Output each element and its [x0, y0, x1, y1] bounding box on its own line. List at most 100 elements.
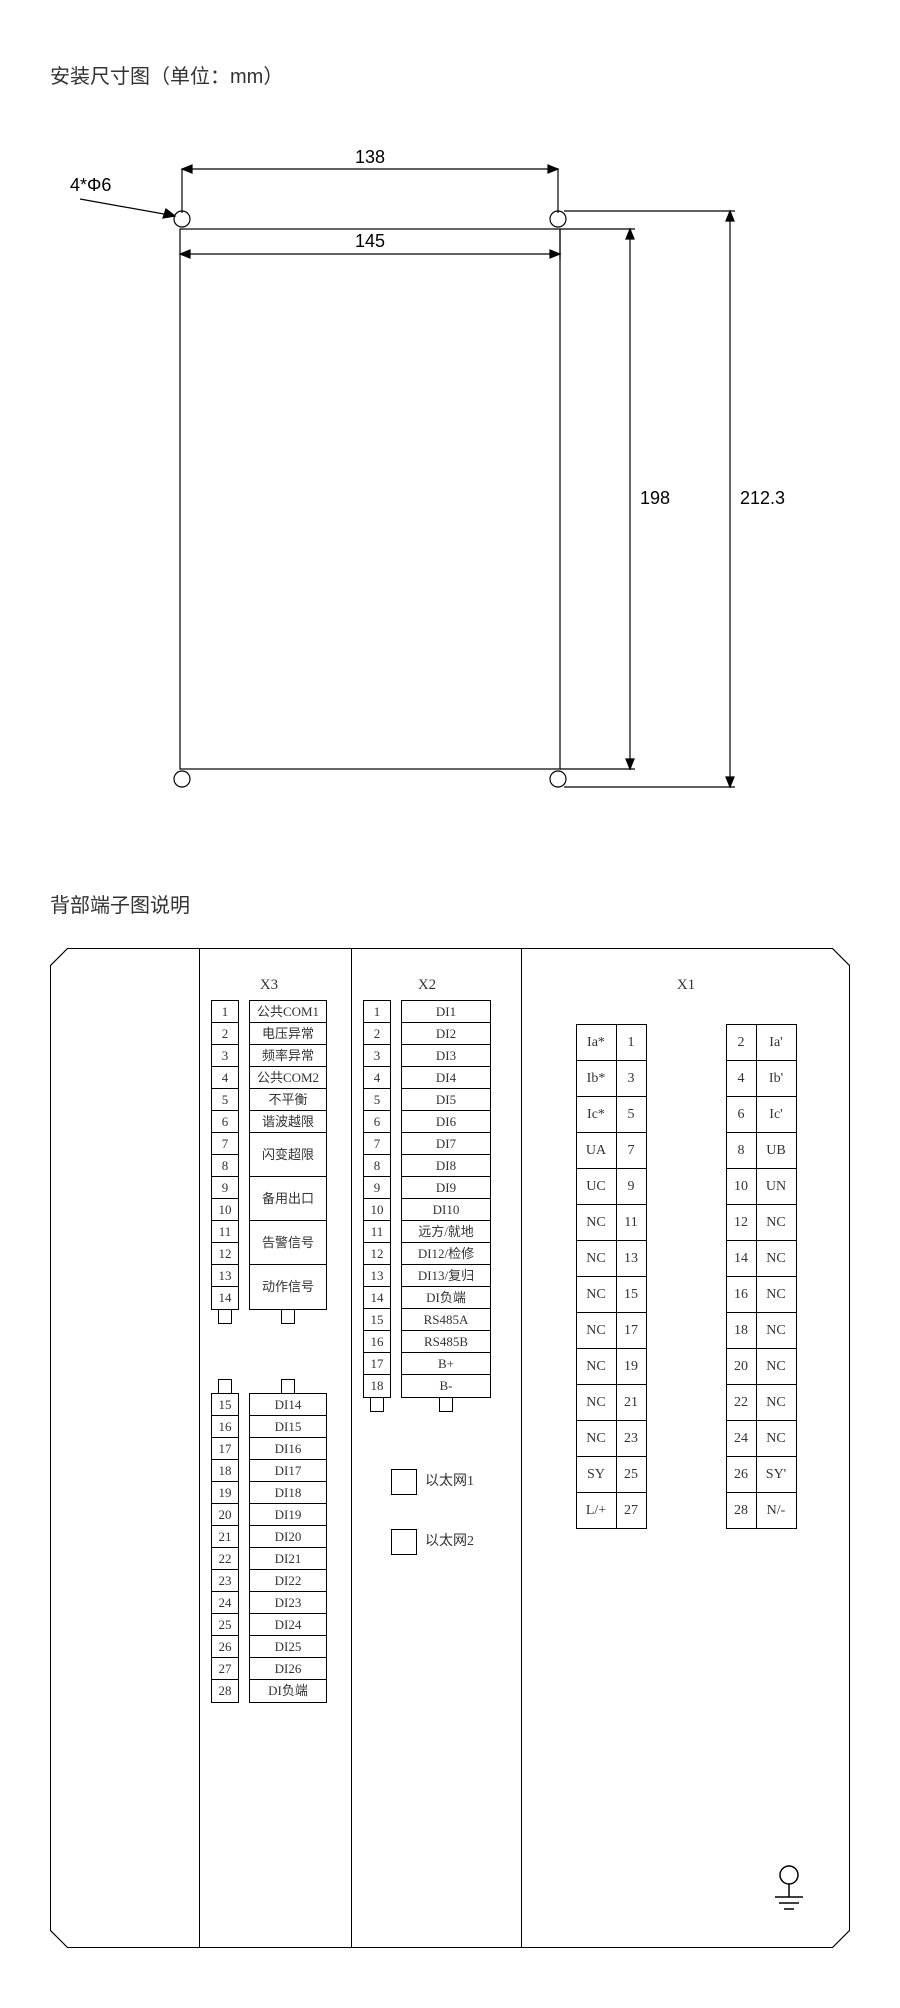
terminal-label: B+: [402, 1353, 490, 1375]
terminal-label: DI24: [250, 1614, 326, 1636]
terminal-num: 3: [212, 1045, 238, 1067]
terminal-label: DI6: [402, 1111, 490, 1133]
terminal-label: 闪变超限: [250, 1133, 326, 1177]
eth2-box: [391, 1529, 417, 1555]
x1-cell: 24: [726, 1421, 756, 1457]
terminal-label: DI4: [402, 1067, 490, 1089]
terminal-num: 5: [364, 1089, 390, 1111]
terminal-num: 4: [212, 1067, 238, 1089]
terminal-num: 17: [212, 1438, 238, 1460]
x1-cell: NC: [756, 1385, 796, 1421]
terminal-num: 13: [212, 1265, 238, 1287]
x1-cell: 26: [726, 1457, 756, 1493]
x1-cell: 16: [726, 1277, 756, 1313]
divider-2: [351, 949, 352, 1947]
terminal-label: DI25: [250, 1636, 326, 1658]
dim-145: 145: [355, 231, 385, 251]
terminal-label: 谐波越限: [250, 1111, 326, 1133]
terminal-num: 10: [212, 1199, 238, 1221]
x1-cell: 25: [616, 1457, 646, 1493]
terminal-label: DI5: [402, 1089, 490, 1111]
terminal-num: 5: [212, 1089, 238, 1111]
x1-gap: [646, 1241, 726, 1277]
terminal-num: 1: [212, 1001, 238, 1023]
x1-cell: 22: [726, 1385, 756, 1421]
terminal-label: RS485A: [402, 1309, 490, 1331]
x1-gap: [646, 1493, 726, 1529]
terminal-label: RS485B: [402, 1331, 490, 1353]
x1-block: X1 Ia*12Ia'Ib*34Ib'Ic*56Ic'UA78UBUC910UN…: [541, 977, 831, 1529]
terminal-label: DI16: [250, 1438, 326, 1460]
terminal-label: DI10: [402, 1199, 490, 1221]
x1-cell: NC: [576, 1205, 616, 1241]
x1-cell: NC: [576, 1385, 616, 1421]
x1-cell: UN: [756, 1169, 796, 1205]
terminal-num: 10: [364, 1199, 390, 1221]
ground-icon: [769, 1863, 809, 1917]
terminal-label: DI7: [402, 1133, 490, 1155]
x1-gap: [646, 1349, 726, 1385]
x1-cell: Ib': [756, 1061, 796, 1097]
terminal-num: 11: [364, 1221, 390, 1243]
terminal-label: DI23: [250, 1592, 326, 1614]
terminal-num: 18: [212, 1460, 238, 1482]
x1-cell: Ia*: [576, 1025, 616, 1061]
x1-cell: 13: [616, 1241, 646, 1277]
x1-cell: NC: [576, 1277, 616, 1313]
terminal-label: 告警信号: [250, 1221, 326, 1265]
terminal-num: 21: [212, 1526, 238, 1548]
x1-cell: 5: [616, 1097, 646, 1133]
x1-gap: [646, 1061, 726, 1097]
x1-cell: NC: [756, 1421, 796, 1457]
terminal-num: 8: [212, 1155, 238, 1177]
x1-gap: [646, 1457, 726, 1493]
eth1-label: 以太网1: [425, 1474, 474, 1489]
terminal-num: 23: [212, 1570, 238, 1592]
x1-cell: Ic': [756, 1097, 796, 1133]
x3-block: X3 1234567891011121314 公共COM1电压异常频率异常公共C…: [211, 977, 327, 1324]
eth2-row: 以太网2: [391, 1529, 474, 1555]
x3-label: X3: [211, 977, 327, 994]
x1-gap: [646, 1025, 726, 1061]
terminal-label: DI负端: [250, 1680, 326, 1702]
x1-cell: 17: [616, 1313, 646, 1349]
terminal-label: DI17: [250, 1460, 326, 1482]
x1-cell: 7: [616, 1133, 646, 1169]
terminal-num: 9: [364, 1177, 390, 1199]
terminal-num: 7: [364, 1133, 390, 1155]
terminal-num: 12: [364, 1243, 390, 1265]
x1-gap: [646, 1421, 726, 1457]
terminal-num: 28: [212, 1680, 238, 1702]
terminal-num: 8: [364, 1155, 390, 1177]
x1-cell: UC: [576, 1169, 616, 1205]
terminal-label: DI14: [250, 1394, 326, 1416]
terminal-label: B-: [402, 1375, 490, 1397]
terminal-label: DI21: [250, 1548, 326, 1570]
terminal-label: 公共COM1: [250, 1001, 326, 1023]
x1-gap: [646, 1385, 726, 1421]
x1-cell: UA: [576, 1133, 616, 1169]
x1-cell: 12: [726, 1205, 756, 1241]
terminal-num: 14: [364, 1287, 390, 1309]
terminal-label: 频率异常: [250, 1045, 326, 1067]
terminal-num: 13: [364, 1265, 390, 1287]
terminal-label: DI9: [402, 1177, 490, 1199]
terminal-label: 动作信号: [250, 1265, 326, 1309]
x1-gap: [646, 1313, 726, 1349]
x1-cell: 9: [616, 1169, 646, 1205]
terminal-label: DI3: [402, 1045, 490, 1067]
terminal-num: 6: [212, 1111, 238, 1133]
x1-cell: N/-: [756, 1493, 796, 1529]
x1-label: X1: [541, 977, 831, 994]
terminal-panel: X3 1234567891011121314 公共COM1电压异常频率异常公共C…: [50, 948, 850, 1948]
terminal-label: DI18: [250, 1482, 326, 1504]
terminal-label: DI22: [250, 1570, 326, 1592]
x1-cell: 18: [726, 1313, 756, 1349]
dim-198: 198: [640, 488, 670, 508]
dimension-title: 安装尺寸图（单位：mm）: [50, 60, 850, 89]
dim-138: 138: [355, 147, 385, 167]
x2-label: X2: [363, 977, 491, 994]
x1-gap: [646, 1277, 726, 1313]
x1-cell: NC: [756, 1277, 796, 1313]
terminal-num: 2: [364, 1023, 390, 1045]
